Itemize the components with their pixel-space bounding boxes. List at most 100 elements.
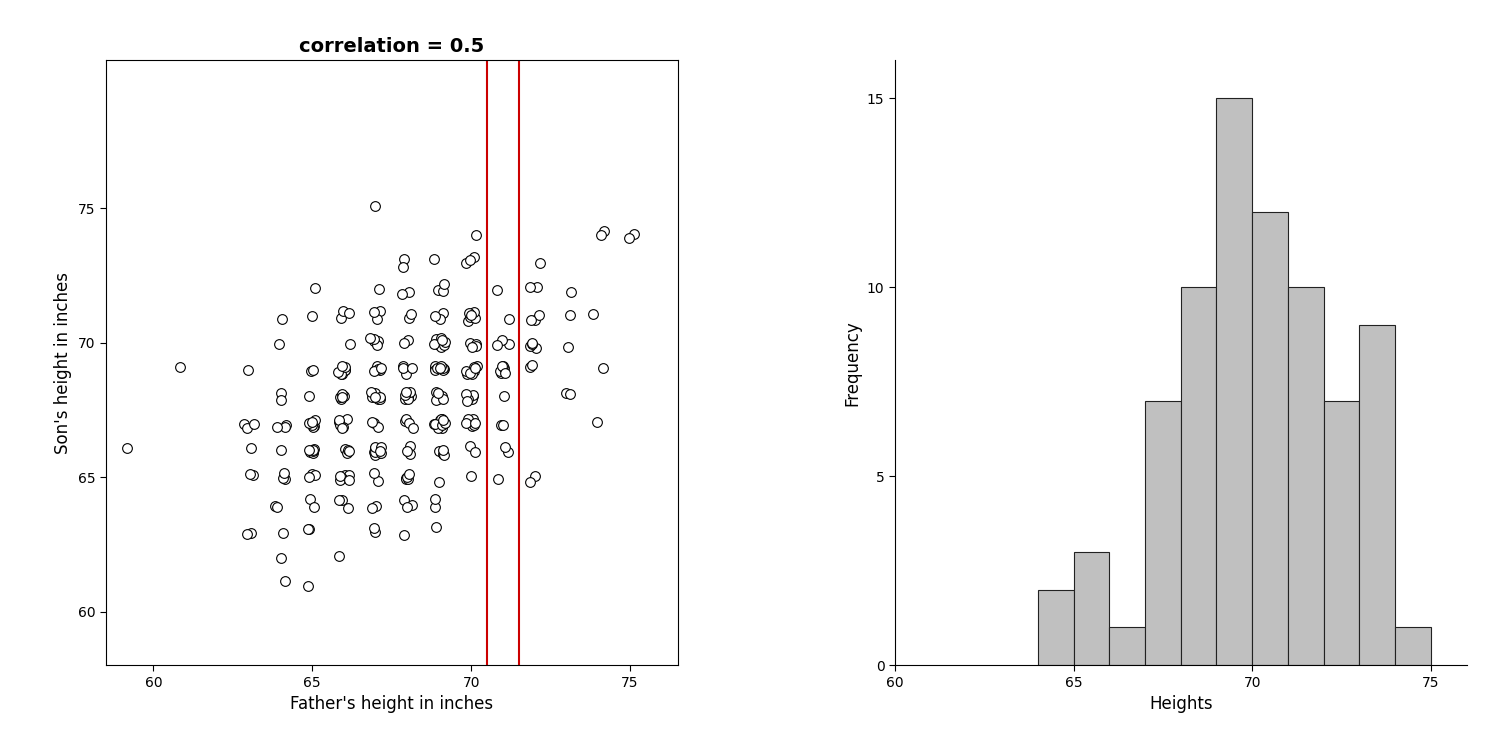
Point <box>423 360 448 372</box>
Point <box>585 417 609 429</box>
Point <box>426 393 451 405</box>
Point <box>298 445 322 457</box>
Point <box>463 446 487 458</box>
Point <box>333 364 357 376</box>
Point <box>301 442 325 454</box>
Point <box>491 362 516 374</box>
Point <box>398 448 422 460</box>
Point <box>301 416 325 428</box>
Point <box>268 339 292 351</box>
Point <box>327 416 351 428</box>
Point <box>361 365 386 377</box>
X-axis label: Father's height in inches: Father's height in inches <box>290 696 493 713</box>
Point <box>301 447 325 459</box>
Point <box>488 367 513 380</box>
Point <box>399 308 423 321</box>
Point <box>464 360 488 372</box>
Point <box>588 229 612 241</box>
Point <box>423 309 448 321</box>
Point <box>463 305 487 318</box>
Point <box>431 448 455 460</box>
Point <box>367 392 392 404</box>
Point <box>458 440 482 452</box>
Point <box>274 421 298 433</box>
Title: correlation = 0.5: correlation = 0.5 <box>299 37 484 56</box>
Point <box>396 333 420 345</box>
Point <box>520 359 544 371</box>
Point <box>591 362 615 374</box>
Point <box>302 420 327 432</box>
Point <box>708 310 732 322</box>
Point <box>274 419 298 431</box>
Point <box>327 494 351 507</box>
Point <box>239 528 263 540</box>
Point <box>395 445 419 457</box>
Point <box>367 364 392 376</box>
Point <box>429 360 454 372</box>
Point <box>398 312 422 324</box>
Point <box>298 444 322 456</box>
Point <box>454 417 478 429</box>
Point <box>393 389 417 401</box>
Point <box>395 471 419 483</box>
Point <box>296 580 321 592</box>
Point <box>464 340 488 352</box>
Point <box>366 363 390 375</box>
Point <box>296 522 321 534</box>
Point <box>333 361 357 373</box>
Point <box>520 337 544 349</box>
Point <box>337 307 361 319</box>
Point <box>330 392 354 404</box>
Point <box>429 413 454 425</box>
Point <box>399 500 423 512</box>
Point <box>266 501 290 513</box>
Point <box>237 468 262 480</box>
Point <box>454 257 478 269</box>
Point <box>363 442 387 454</box>
Point <box>269 445 293 457</box>
Point <box>426 476 451 488</box>
Point <box>491 419 516 431</box>
Point <box>463 364 487 376</box>
Point <box>369 362 393 374</box>
Point <box>460 393 484 405</box>
Point <box>333 469 357 482</box>
Point <box>431 363 455 375</box>
Point <box>392 337 416 349</box>
Point <box>304 282 328 294</box>
Point <box>299 310 324 322</box>
Point <box>330 393 354 405</box>
Point <box>428 312 452 324</box>
Point <box>463 361 487 373</box>
Point <box>458 470 482 482</box>
Point <box>272 473 296 485</box>
Point <box>398 417 422 429</box>
Point <box>363 446 387 458</box>
Point <box>398 468 422 480</box>
Point <box>458 254 482 266</box>
Point <box>525 280 549 293</box>
Point <box>299 365 324 377</box>
Point <box>396 286 420 298</box>
Point <box>393 472 417 485</box>
Point <box>337 473 361 485</box>
Point <box>363 442 387 454</box>
Point <box>399 390 423 402</box>
Point <box>392 529 416 541</box>
Point <box>457 307 481 319</box>
Point <box>361 417 386 429</box>
Point <box>517 339 541 352</box>
Point <box>363 200 387 212</box>
Point <box>392 494 416 506</box>
Point <box>333 443 357 455</box>
Point <box>242 418 266 430</box>
Point <box>431 414 455 426</box>
Point <box>395 386 419 398</box>
Bar <box>1110 627 1145 665</box>
Point <box>301 364 325 376</box>
Point <box>390 261 414 273</box>
Point <box>274 575 298 587</box>
Bar <box>1217 98 1252 665</box>
Point <box>519 280 543 293</box>
X-axis label: Heights: Heights <box>1149 696 1213 713</box>
